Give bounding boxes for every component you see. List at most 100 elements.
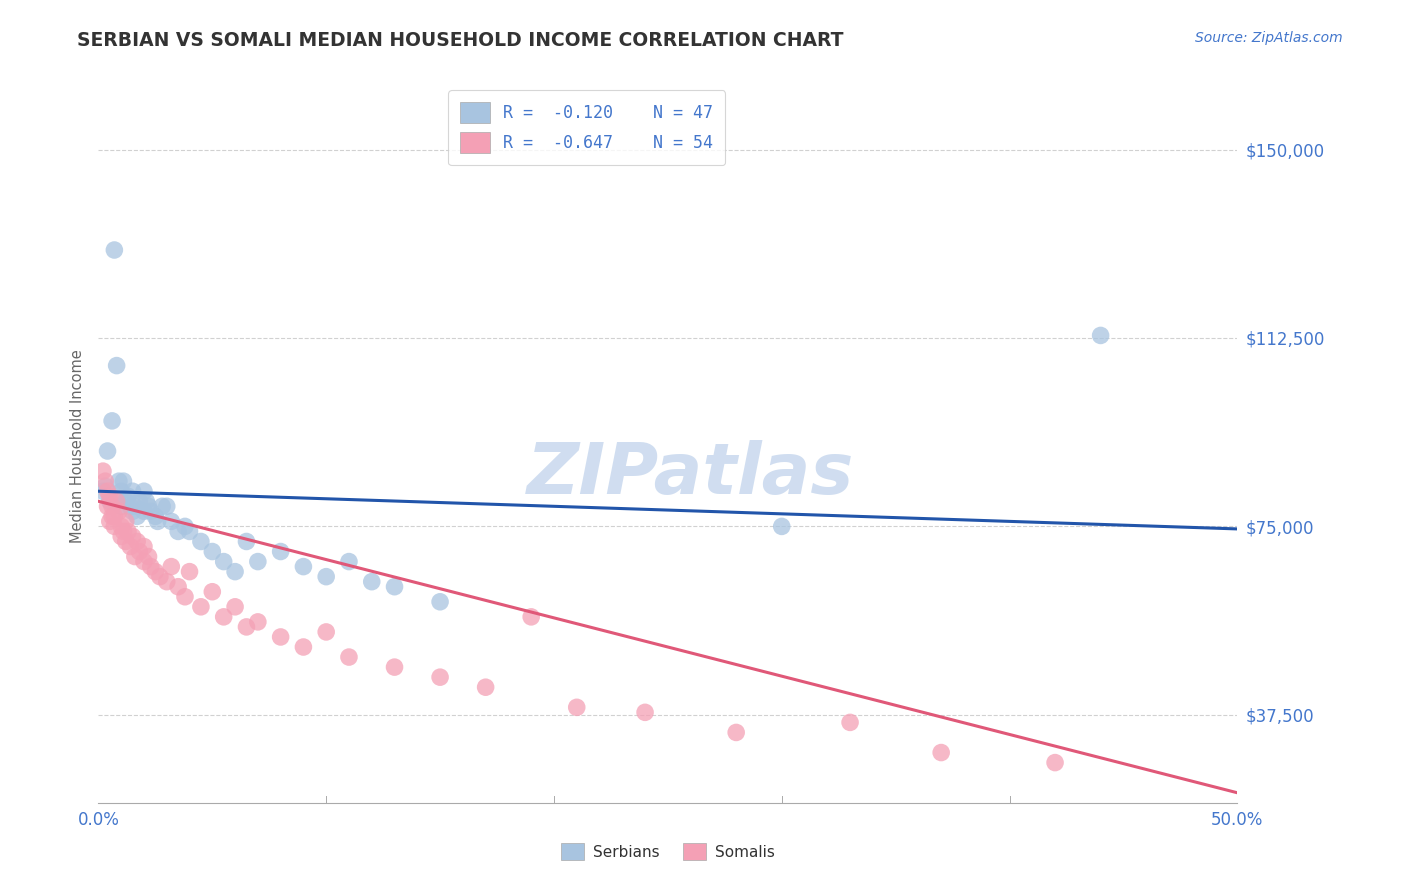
Point <box>117 524 139 539</box>
Point <box>167 580 190 594</box>
Point <box>429 595 451 609</box>
Point <box>160 515 183 529</box>
Point <box>145 565 167 579</box>
Point <box>520 610 543 624</box>
Point <box>384 580 406 594</box>
Point <box>110 519 132 533</box>
Point <box>121 504 143 518</box>
Point <box>174 590 197 604</box>
Point <box>132 555 155 569</box>
Point <box>127 509 149 524</box>
Point <box>91 464 114 478</box>
Point <box>117 489 139 503</box>
Point <box>132 504 155 518</box>
Point <box>292 640 315 654</box>
Point <box>246 615 269 629</box>
Point <box>337 555 360 569</box>
Point <box>114 494 136 508</box>
Point <box>124 500 146 514</box>
Point <box>132 484 155 499</box>
Point <box>292 559 315 574</box>
Point <box>94 479 117 493</box>
Point <box>96 500 118 514</box>
Point <box>770 519 793 533</box>
Point <box>360 574 382 589</box>
Point <box>98 515 121 529</box>
Point <box>246 555 269 569</box>
Point <box>96 444 118 458</box>
Point <box>128 544 150 558</box>
Point <box>105 494 128 508</box>
Point <box>190 599 212 614</box>
Point <box>201 544 224 558</box>
Point <box>110 529 132 543</box>
Point <box>270 544 292 558</box>
Point <box>167 524 190 539</box>
Point <box>1090 328 1112 343</box>
Text: Source: ZipAtlas.com: Source: ZipAtlas.com <box>1195 31 1343 45</box>
Point <box>429 670 451 684</box>
Point <box>98 494 121 508</box>
Point <box>114 534 136 549</box>
Point <box>138 549 160 564</box>
Point <box>110 484 132 499</box>
Point <box>112 524 135 539</box>
Point <box>149 569 172 583</box>
Point <box>112 474 135 488</box>
Point <box>96 484 118 499</box>
Point <box>474 680 496 694</box>
Point <box>101 509 124 524</box>
Point <box>124 549 146 564</box>
Point <box>201 584 224 599</box>
Point <box>139 559 162 574</box>
Point <box>91 484 114 499</box>
Point <box>128 494 150 508</box>
Point <box>139 504 162 518</box>
Point <box>127 534 149 549</box>
Point <box>108 474 131 488</box>
Point <box>179 524 201 539</box>
Point <box>132 540 155 554</box>
Point <box>224 565 246 579</box>
Point <box>565 700 588 714</box>
Point <box>101 500 124 514</box>
Point <box>114 515 136 529</box>
Point <box>929 746 952 760</box>
Point <box>315 569 337 583</box>
Text: SERBIAN VS SOMALI MEDIAN HOUSEHOLD INCOME CORRELATION CHART: SERBIAN VS SOMALI MEDIAN HOUSEHOLD INCOM… <box>77 31 844 50</box>
Point <box>384 660 406 674</box>
Point <box>121 529 143 543</box>
Point <box>98 489 121 503</box>
Point <box>315 624 337 639</box>
Point <box>212 610 235 624</box>
Point <box>121 484 143 499</box>
Point <box>156 574 179 589</box>
Point <box>190 534 212 549</box>
Point <box>725 725 748 739</box>
Point <box>179 565 201 579</box>
Point <box>270 630 292 644</box>
Point <box>156 500 179 514</box>
Point <box>235 620 257 634</box>
Point <box>101 414 124 428</box>
Point <box>108 504 131 518</box>
Point <box>105 359 128 373</box>
Point <box>120 540 142 554</box>
Point <box>103 243 125 257</box>
Point <box>138 500 160 514</box>
Point <box>224 599 246 614</box>
Point <box>150 500 173 514</box>
Point <box>1043 756 1066 770</box>
Y-axis label: Median Household Income: Median Household Income <box>69 349 84 543</box>
Point <box>120 500 142 514</box>
Point <box>235 534 257 549</box>
Point <box>103 509 125 524</box>
Point <box>839 715 862 730</box>
Point <box>110 500 132 514</box>
Point <box>94 474 117 488</box>
Legend: Serbians, Somalis: Serbians, Somalis <box>555 837 780 866</box>
Point <box>145 509 167 524</box>
Point <box>135 494 157 508</box>
Point <box>174 519 197 533</box>
Point <box>146 515 169 529</box>
